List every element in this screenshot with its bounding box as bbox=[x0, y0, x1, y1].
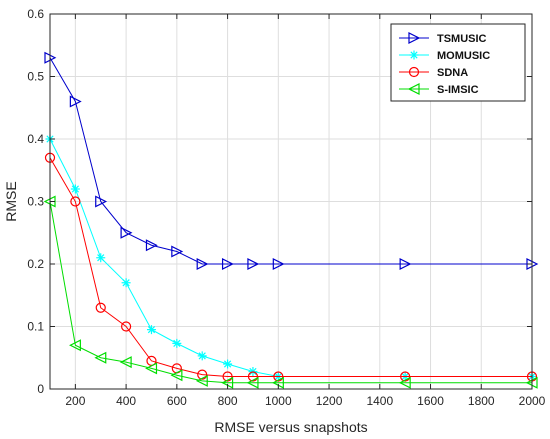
x-tick-label: 200 bbox=[65, 394, 85, 408]
legend-marker-s-imsic bbox=[407, 83, 420, 95]
data-point-tsmusic bbox=[95, 195, 108, 208]
data-point-momusic bbox=[146, 325, 156, 335]
y-tick-label: 0.6 bbox=[27, 7, 44, 21]
y-tick-label: 0.2 bbox=[27, 257, 44, 271]
y-tick-label: 0.5 bbox=[27, 70, 44, 84]
series-line-tsmusic bbox=[49, 57, 532, 265]
data-point-s-imsic bbox=[195, 374, 208, 387]
x-tick-label: 1400 bbox=[366, 394, 393, 408]
x-tick-label: 1600 bbox=[417, 394, 444, 408]
data-point-tsmusic bbox=[145, 239, 158, 252]
data-point-tsmusic bbox=[196, 258, 209, 270]
data-point-sdna bbox=[95, 302, 106, 313]
data-point-tsmusic bbox=[247, 258, 260, 270]
data-point-momusic bbox=[223, 359, 233, 369]
data-point-sdna bbox=[197, 369, 208, 380]
legend-label-s-imsic: S-IMSIC bbox=[437, 84, 479, 96]
data-point-sdna bbox=[121, 321, 132, 332]
data-point-s-imsic bbox=[145, 362, 158, 375]
x-tick-label: 800 bbox=[218, 394, 238, 408]
legend: TSMUSIC MOMUSIC SDNA S-IMSIC bbox=[390, 23, 526, 102]
data-point-s-imsic bbox=[69, 339, 81, 352]
data-point-tsmusic bbox=[120, 226, 133, 239]
data-point-s-imsic bbox=[398, 376, 411, 389]
data-point-sdna bbox=[70, 196, 81, 207]
y-axis-title: RMSE bbox=[3, 181, 19, 221]
data-point-momusic bbox=[70, 184, 80, 194]
y-tick-label: 0.4 bbox=[27, 132, 44, 146]
data-point-s-imsic bbox=[246, 376, 259, 389]
data-point-tsmusic bbox=[399, 258, 412, 270]
data-point-momusic bbox=[96, 253, 106, 263]
data-point-tsmusic bbox=[272, 258, 285, 270]
series-momusic bbox=[45, 134, 537, 381]
series-sdna bbox=[44, 152, 538, 382]
x-tick-label: 1200 bbox=[316, 394, 343, 408]
data-point-sdna bbox=[222, 371, 233, 382]
y-tick-label: 0.3 bbox=[27, 195, 44, 209]
legend-label-sdna: SDNA bbox=[437, 67, 468, 79]
y-tick-label: 0 bbox=[37, 382, 44, 396]
series-s-imsic bbox=[43, 195, 538, 389]
legend-marker-sdna bbox=[408, 66, 420, 78]
data-point-momusic bbox=[197, 351, 207, 361]
axis-ticks: 200 400 600 800 1000 1200 1400 1600 1800 2000 0 0.1… bbox=[27, 7, 545, 408]
x-axis-title: RMSE versus snapshots bbox=[214, 419, 367, 435]
legend-label-momusic: MOMUSIC bbox=[437, 50, 490, 62]
data-point-tsmusic bbox=[69, 95, 82, 108]
data-point-s-imsic bbox=[119, 356, 132, 369]
y-tick-label: 0.1 bbox=[27, 320, 44, 334]
data-point-sdna bbox=[247, 371, 259, 382]
x-tick-label: 1800 bbox=[468, 394, 495, 408]
data-point-tsmusic bbox=[171, 245, 184, 258]
data-point-sdna bbox=[400, 371, 411, 382]
x-tick-label: 400 bbox=[116, 394, 136, 408]
data-point-s-imsic bbox=[94, 351, 107, 364]
x-tick-label: 1000 bbox=[265, 394, 292, 408]
data-point-s-imsic bbox=[170, 369, 183, 382]
x-tick-label: 2000 bbox=[519, 394, 546, 408]
x-tick-label: 600 bbox=[167, 394, 187, 408]
legend-box bbox=[390, 23, 526, 102]
data-point-momusic bbox=[121, 278, 131, 288]
legend-marker-tsmusic bbox=[408, 32, 421, 44]
series-lines bbox=[43, 51, 539, 389]
series-line-s-imsic bbox=[49, 201, 532, 384]
series-tsmusic bbox=[44, 51, 539, 270]
data-point-tsmusic bbox=[221, 258, 234, 270]
data-point-sdna bbox=[273, 371, 284, 382]
data-point-momusic bbox=[172, 338, 182, 348]
series-line-momusic bbox=[49, 138, 532, 377]
legend-label-tsmusic: TSMUSIC bbox=[437, 33, 487, 45]
series-line-sdna bbox=[49, 157, 532, 377]
legend-marker-momusic bbox=[409, 50, 419, 60]
